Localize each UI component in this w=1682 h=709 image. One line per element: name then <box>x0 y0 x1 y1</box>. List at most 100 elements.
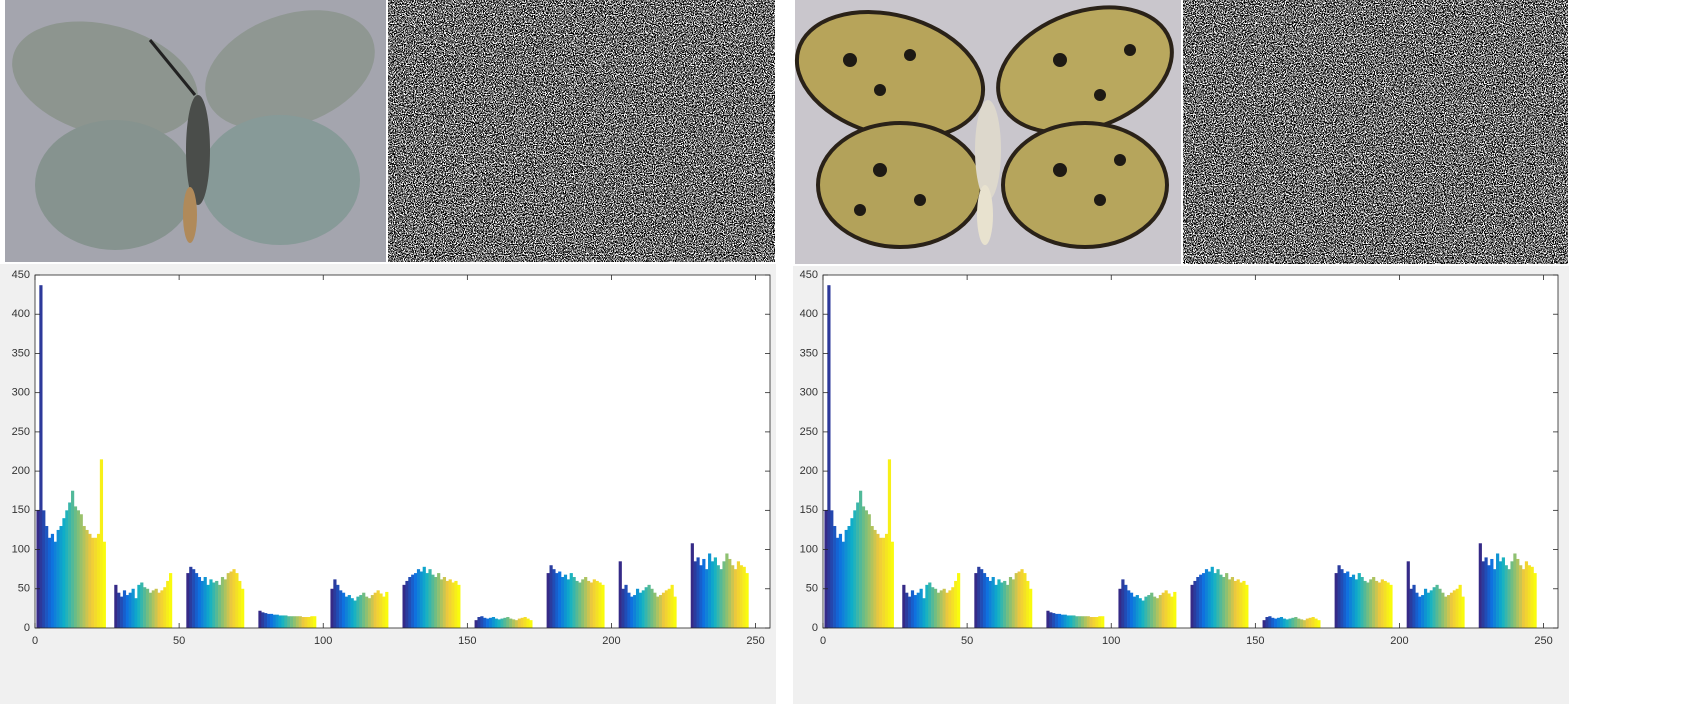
bar <box>633 595 636 628</box>
bar <box>575 581 578 628</box>
bar <box>1343 573 1346 628</box>
bar <box>1358 573 1361 628</box>
bar <box>871 526 874 628</box>
y-tick-label: 400 <box>12 308 30 320</box>
bar <box>207 585 210 628</box>
bar <box>267 614 270 628</box>
bar <box>1012 579 1015 628</box>
bar <box>1441 593 1444 628</box>
bar <box>1142 601 1145 628</box>
bar <box>1173 592 1176 628</box>
bar <box>974 573 977 628</box>
bar <box>888 459 891 628</box>
bar <box>1049 612 1052 628</box>
bar <box>71 491 74 628</box>
bar <box>1090 617 1093 628</box>
bar <box>731 565 734 628</box>
bar <box>1124 585 1127 628</box>
bar <box>1121 579 1124 628</box>
bar <box>426 573 429 628</box>
bar <box>555 573 558 628</box>
bar <box>1513 553 1516 628</box>
bar <box>1153 597 1156 628</box>
bar <box>1133 597 1136 628</box>
x-tick-label: 50 <box>961 635 973 647</box>
bar <box>1191 585 1194 628</box>
bar <box>163 587 166 628</box>
plot-area <box>35 275 770 628</box>
bar <box>842 542 845 628</box>
bar <box>1294 617 1297 628</box>
bar <box>342 593 345 628</box>
bar <box>434 577 437 628</box>
bar <box>74 506 77 628</box>
butterfly-photo <box>0 0 392 262</box>
bar <box>1268 616 1271 628</box>
bar <box>117 593 120 628</box>
bar <box>983 573 986 628</box>
bar <box>928 583 931 628</box>
bar <box>1516 559 1519 628</box>
bar <box>1338 565 1341 628</box>
bar <box>54 542 57 628</box>
bar <box>333 579 336 628</box>
bar <box>452 583 455 628</box>
bar <box>1274 619 1277 628</box>
bar <box>123 590 126 628</box>
bar <box>348 595 351 628</box>
bar <box>48 538 51 628</box>
bar <box>642 590 645 628</box>
bar <box>1000 583 1003 628</box>
bar <box>293 616 296 628</box>
bar <box>1352 575 1355 628</box>
bar <box>1300 619 1303 628</box>
bar <box>204 577 207 628</box>
bar <box>599 583 602 628</box>
bar <box>1280 617 1283 628</box>
bar <box>83 526 86 628</box>
x-tick-label: 250 <box>1534 635 1552 647</box>
bar <box>1450 593 1453 628</box>
bar <box>1219 575 1222 628</box>
bar <box>506 617 509 628</box>
x-tick-label: 50 <box>173 635 185 647</box>
bar <box>905 593 908 628</box>
bar <box>273 615 276 628</box>
bar <box>590 583 593 628</box>
bar <box>457 585 460 628</box>
bar <box>1098 616 1101 628</box>
bar <box>1067 615 1070 628</box>
bar <box>509 619 512 628</box>
bar <box>1078 616 1081 628</box>
bar <box>711 561 714 628</box>
bar <box>868 514 871 628</box>
bar <box>336 585 339 628</box>
bar <box>931 587 934 628</box>
bar <box>403 585 406 628</box>
bar <box>287 616 290 628</box>
bar <box>1162 593 1165 628</box>
bar <box>417 569 420 628</box>
bar <box>42 510 45 628</box>
bar <box>503 618 506 628</box>
bar <box>227 573 230 628</box>
bar <box>85 530 88 628</box>
bar <box>1493 569 1496 628</box>
bar <box>1214 573 1217 628</box>
bar <box>943 589 946 628</box>
bar <box>270 614 273 628</box>
bar <box>241 589 244 628</box>
bar <box>1317 620 1320 628</box>
bar <box>143 587 146 628</box>
bar <box>192 569 195 628</box>
bar <box>619 561 622 628</box>
bar <box>1093 617 1096 628</box>
bar <box>94 538 97 628</box>
bar <box>1361 577 1364 628</box>
bar <box>1453 590 1456 628</box>
bar <box>134 598 137 628</box>
bar <box>1519 565 1522 628</box>
bar <box>1461 597 1464 628</box>
bar <box>524 617 527 628</box>
bar <box>902 585 905 628</box>
